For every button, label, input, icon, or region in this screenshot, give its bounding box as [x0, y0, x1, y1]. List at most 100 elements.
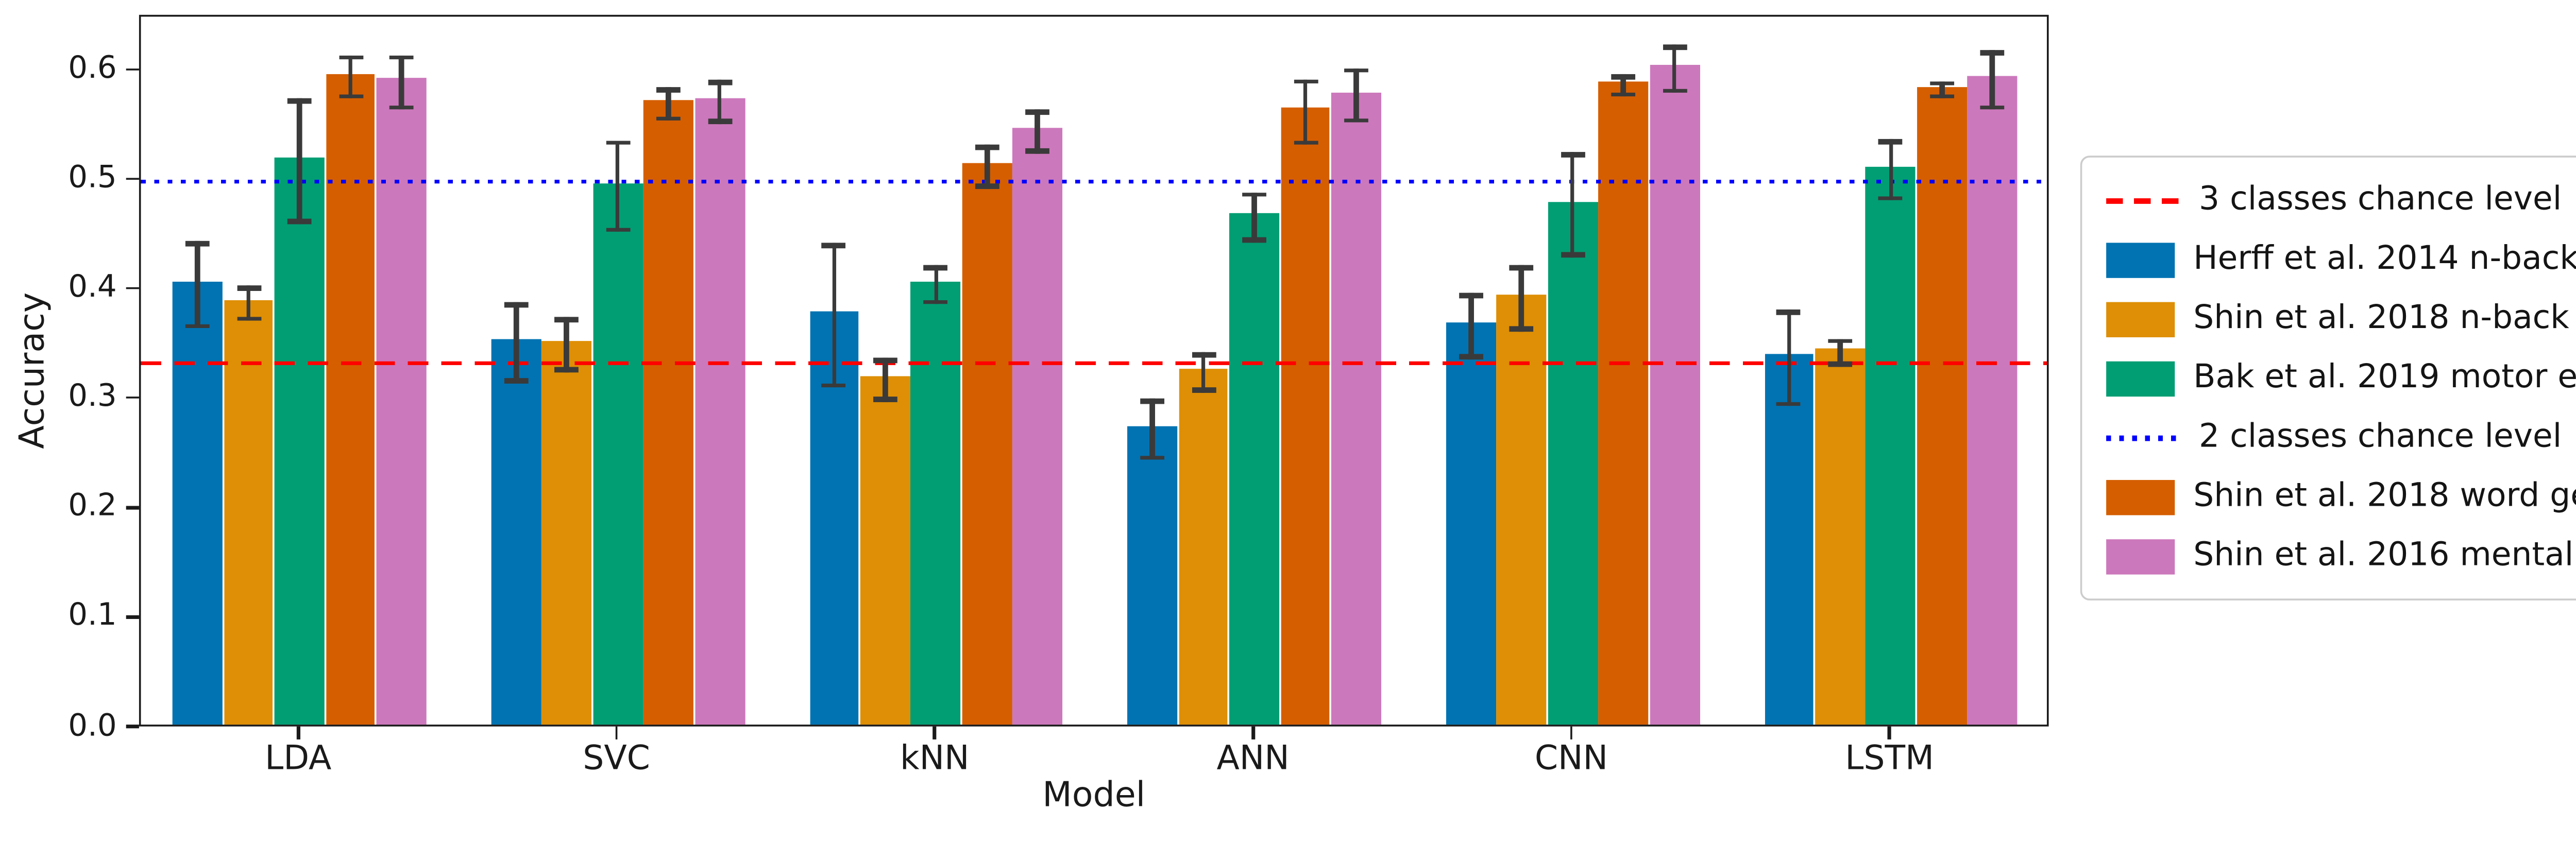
error-bar-cap-top [1140, 399, 1165, 404]
error-bar [554, 318, 579, 373]
legend-label: Bak et al. 2019 motor execution [2193, 359, 2576, 397]
error-bar [1140, 399, 1165, 460]
error-bar-cap-bottom [504, 379, 528, 384]
x-axis-tick [615, 726, 618, 739]
error-bar [185, 241, 210, 329]
legend: 3 classes chance level Herff et al. 2014 … [2080, 156, 2576, 600]
x-axis-tick [1251, 726, 1255, 739]
x-tick-label: LSTM [1845, 739, 1934, 779]
legend-color-patch [2106, 242, 2175, 278]
error-bar-cap-bottom [1929, 94, 1954, 99]
error-bar [1611, 75, 1636, 97]
x-tick-label: CNN [1534, 739, 1608, 779]
y-axis-tick [126, 725, 139, 728]
bar [592, 182, 643, 725]
error-bar [1878, 139, 1903, 201]
error-bar [504, 302, 528, 384]
error-bar-stem [1672, 45, 1677, 94]
x-tick-label: kNN [900, 739, 970, 779]
error-bar-cap-top [389, 55, 414, 60]
error-bar-stem [195, 241, 200, 329]
error-bar-cap-bottom [338, 94, 363, 99]
bar [1446, 322, 1496, 725]
error-bar-cap-bottom [1026, 148, 1050, 154]
error-bar-stem [399, 55, 404, 110]
error-bar [389, 55, 414, 110]
error-bar-cap-bottom [185, 323, 210, 329]
x-tick-label: SVC [583, 739, 650, 779]
bar [1280, 108, 1330, 725]
legend-item: Shin et al. 2018 word generation [2106, 471, 2576, 523]
error-bar [1344, 68, 1368, 123]
error-bar-cap-top [1510, 265, 1534, 270]
error-bar [1026, 110, 1050, 154]
bar [1013, 128, 1063, 725]
error-bar-cap-bottom [1191, 387, 1216, 392]
error-bar [605, 140, 630, 233]
bar [1178, 369, 1229, 725]
error-bar-cap-top [924, 265, 948, 270]
error-bar-cap-bottom [1878, 196, 1903, 201]
error-bar-cap-top [1293, 79, 1317, 84]
error-bar-cap-top [1980, 50, 2005, 56]
y-tick-label: 0.4 [68, 269, 117, 304]
legend-item: Shin et al. 2018 n-back [2106, 293, 2576, 345]
error-bar-cap-bottom [924, 300, 948, 305]
bar [325, 73, 376, 725]
bar [1497, 294, 1547, 725]
error-bar [656, 88, 681, 121]
error-bar-stem [1302, 79, 1308, 145]
error-bar [822, 243, 846, 388]
legend-label: 2 classes chance level [2199, 419, 2562, 456]
legend-color-patch [2106, 479, 2175, 514]
bar [1598, 82, 1649, 725]
bar [274, 157, 325, 725]
legend-color-patch [2106, 301, 2175, 337]
error-bar-cap-bottom [656, 115, 681, 121]
error-bar [1980, 50, 2005, 110]
y-tick-label: 0.3 [68, 379, 117, 414]
error-bar [924, 265, 948, 305]
error-bar [236, 286, 261, 321]
x-tick-label: ANN [1216, 739, 1290, 779]
y-axis-tick [126, 178, 139, 181]
error-bar-cap-bottom [1293, 140, 1317, 145]
error-bar-stem [1888, 139, 1893, 201]
error-bar-cap-top [1611, 75, 1636, 80]
bar [1548, 201, 1598, 725]
error-bar-stem [984, 145, 990, 189]
error-bar-cap-bottom [605, 227, 630, 233]
bar [541, 341, 592, 725]
bar [173, 281, 223, 725]
y-axis-tick [126, 615, 139, 618]
x-tick-label: LDA [265, 739, 332, 779]
x-axis-tick [1888, 726, 1891, 739]
error-bar-stem [246, 286, 251, 321]
legend-color-patch [2106, 360, 2175, 396]
legend-item: Shin et al. 2016 mental arithmetic [2106, 530, 2576, 582]
bar [1649, 65, 1700, 725]
chance-level-line [141, 361, 2047, 366]
error-bar-cap-top [1242, 192, 1267, 197]
error-bar-cap-top [707, 80, 732, 85]
bar [1229, 213, 1279, 725]
error-bar-cap-top [338, 55, 363, 60]
error-bar-cap-bottom [1344, 118, 1368, 123]
error-bar [975, 145, 999, 189]
error-bar [1293, 79, 1317, 145]
error-bar [1242, 192, 1267, 243]
error-bar-stem [666, 88, 671, 121]
error-bar-stem [1519, 265, 1524, 331]
error-bar-cap-bottom [1510, 326, 1534, 331]
error-bar-cap-bottom [1459, 354, 1483, 359]
error-bar-cap-top [873, 358, 897, 364]
error-bar-cap-top [1662, 45, 1687, 50]
legend-label: Shin et al. 2018 n-back [2193, 300, 2569, 337]
chance-level-line [141, 179, 2047, 183]
bar [860, 376, 910, 725]
error-bar-stem [1939, 81, 1944, 99]
error-bar [287, 98, 312, 224]
error-bar-stem [615, 140, 620, 233]
error-bar-cap-bottom [1611, 92, 1636, 97]
y-axis-tick [126, 68, 139, 71]
